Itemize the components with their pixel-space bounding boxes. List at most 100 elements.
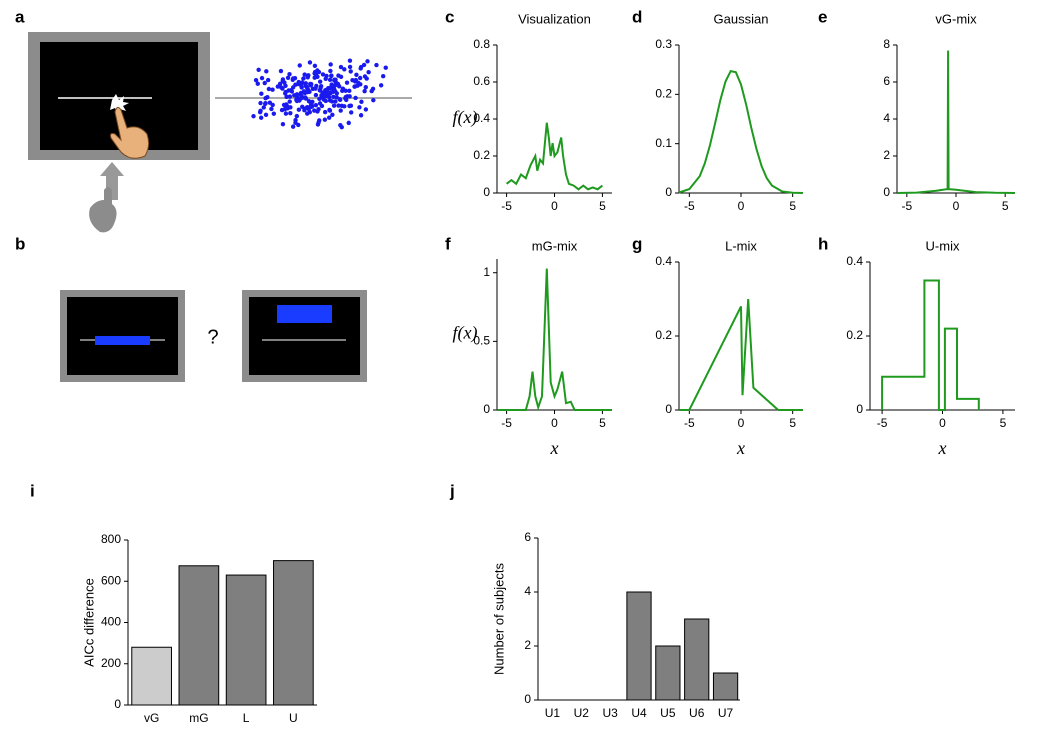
- dot: [262, 80, 267, 86]
- dot: [271, 111, 277, 116]
- dot: [303, 95, 308, 100]
- dot: [303, 81, 309, 86]
- panel-label: g: [632, 234, 642, 253]
- dot: [313, 92, 319, 98]
- x-tick-label: 5: [1000, 416, 1007, 430]
- dot: [285, 75, 291, 80]
- dot: [304, 105, 310, 110]
- dot: [278, 68, 284, 74]
- x-axis-label: x: [736, 438, 745, 458]
- dot: [279, 85, 284, 90]
- x-tick-label: -5: [901, 199, 912, 213]
- dot: [322, 109, 328, 115]
- dot: [277, 81, 283, 87]
- dot: [371, 98, 376, 103]
- dot: [296, 122, 301, 128]
- panel-label: c: [445, 7, 454, 26]
- dot: [338, 64, 344, 70]
- dot: [357, 75, 363, 81]
- x-tick-label: U7: [718, 706, 734, 720]
- dot: [383, 65, 388, 70]
- x-tick-label: 0: [738, 199, 745, 213]
- dot: [331, 89, 336, 94]
- y-tick-label: 600: [101, 573, 121, 587]
- dot: [353, 77, 359, 83]
- chart-title: mG-mix: [532, 238, 578, 253]
- dot: [258, 115, 264, 120]
- dot: [347, 88, 352, 93]
- dot: [257, 109, 263, 115]
- dot: [362, 88, 367, 94]
- dot: [281, 102, 287, 108]
- blue-bar: [277, 305, 332, 323]
- dot: [333, 77, 338, 82]
- chart-title: U-mix: [926, 238, 960, 253]
- dot: [316, 107, 321, 112]
- panel-label: b: [15, 234, 25, 253]
- y-tick-label: 0: [665, 185, 672, 199]
- y-tick-label: 6: [883, 74, 890, 88]
- x-tick-label: -5: [684, 416, 695, 430]
- bar: [684, 618, 710, 701]
- dot: [313, 102, 319, 108]
- y-tick-label: 6: [524, 530, 531, 544]
- x-tick-label: U4: [631, 706, 647, 720]
- dot: [331, 103, 337, 108]
- y-tick-label: 0.1: [655, 136, 672, 150]
- dot: [350, 77, 355, 83]
- dot: [357, 105, 362, 110]
- dot: [269, 106, 274, 112]
- dot: [299, 80, 305, 85]
- dot: [288, 110, 293, 116]
- dot: [288, 88, 294, 93]
- dot: [301, 76, 306, 81]
- x-tick-label: 0: [939, 416, 946, 430]
- dot: [307, 109, 312, 115]
- dot: [374, 62, 379, 68]
- dot: [270, 102, 275, 108]
- dot: [280, 78, 285, 84]
- y-tick-label: 0: [483, 402, 490, 416]
- y-tick-label: 4: [883, 111, 890, 125]
- dot: [347, 58, 353, 63]
- dot: [313, 86, 318, 91]
- x-tick-label: -5: [877, 416, 888, 430]
- x-tick-label: 0: [551, 416, 558, 430]
- dot: [358, 66, 363, 71]
- panel-label: i: [30, 481, 35, 500]
- dot: [293, 117, 298, 123]
- x-tick-label: -5: [501, 199, 512, 213]
- dot: [263, 112, 269, 117]
- dot: [358, 82, 363, 87]
- line-series: [505, 122, 604, 191]
- x-tick-label: -5: [501, 416, 512, 430]
- x-tick-label: 0: [953, 199, 960, 213]
- y-tick-label: 2: [524, 638, 531, 652]
- dot: [337, 84, 342, 89]
- y-axis-label: AICc difference: [81, 578, 96, 667]
- dot: [336, 103, 341, 108]
- y-tick-label: 200: [101, 656, 121, 670]
- chart-title: vG-mix: [935, 11, 977, 26]
- dot: [328, 62, 333, 67]
- y-tick-label: 400: [101, 615, 121, 629]
- dot: [266, 86, 272, 92]
- hand: [110, 106, 150, 159]
- dot: [330, 112, 335, 118]
- dot: [349, 110, 354, 115]
- dot: [323, 98, 328, 104]
- dot: [283, 111, 289, 116]
- dot: [340, 88, 345, 94]
- dot: [258, 100, 263, 106]
- x-tick-label: U3: [602, 706, 618, 720]
- dot: [363, 85, 368, 90]
- dot: [263, 96, 268, 101]
- dot: [264, 69, 269, 74]
- dot: [253, 77, 259, 83]
- dot: [293, 82, 298, 87]
- y-tick-label: 0: [665, 402, 672, 416]
- dot: [324, 88, 330, 93]
- dot: [358, 113, 364, 118]
- dot: [300, 104, 305, 109]
- dot: [259, 91, 264, 96]
